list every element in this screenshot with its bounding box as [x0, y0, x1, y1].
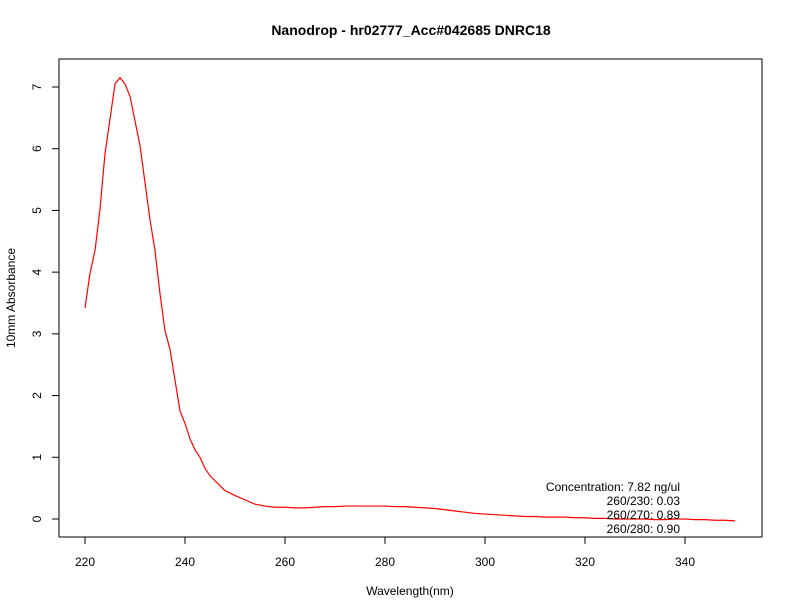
x-tick-label-220: 220 [75, 555, 95, 569]
y-tick-label-0: 0 [30, 515, 44, 522]
y-tick-label-5: 5 [30, 207, 44, 214]
y-tick-label-6: 6 [30, 145, 44, 152]
annotation-line-4: 260/280: 0.90 [607, 522, 681, 536]
x-tick-label-300: 300 [475, 555, 495, 569]
annotation-line-1: Concentration: 7.82 ng/ul [546, 480, 680, 494]
y-axis: 0 1 2 3 4 5 6 7 [30, 83, 59, 522]
y-tick-label-7: 7 [30, 83, 44, 90]
absorbance-series-line [84, 76, 736, 522]
x-tick-label-320: 320 [575, 555, 595, 569]
x-tick-label-340: 340 [675, 555, 695, 569]
y-tick-label-3: 3 [30, 330, 44, 337]
y-tick-label-2: 2 [30, 392, 44, 399]
chart-title: Nanodrop - hr02777_Acc#042685 DNRC18 [271, 22, 551, 38]
x-tick-label-240: 240 [175, 555, 195, 569]
x-axis: 220 240 260 280 300 320 340 [75, 537, 695, 569]
x-tick-label-280: 280 [375, 555, 395, 569]
plot-frame [58, 58, 763, 538]
y-tick-label-4: 4 [30, 268, 44, 275]
annotation-line-3: 260/270: 0.89 [607, 508, 681, 522]
x-tick-label-260: 260 [275, 555, 295, 569]
y-axis-label: 10mm Absorbance [4, 248, 18, 348]
x-axis-label: Wavelength(nm) [366, 584, 454, 598]
y-tick-label-1: 1 [30, 454, 44, 461]
annotation-line-2: 260/230: 0.03 [607, 494, 681, 508]
